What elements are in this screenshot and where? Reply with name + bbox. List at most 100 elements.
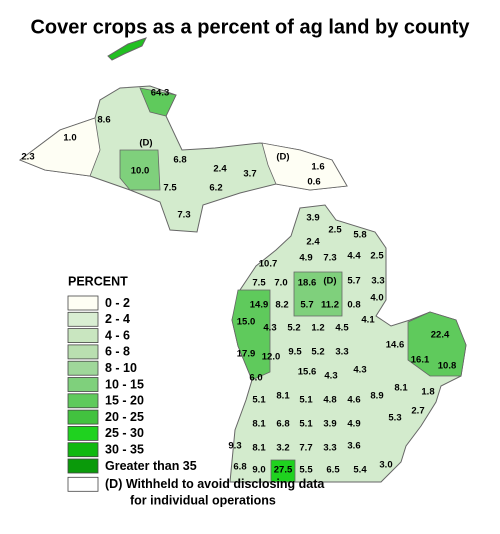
county-label: 2.5 — [328, 225, 342, 236]
county-label: 6.2 — [209, 183, 222, 194]
central-counties — [293, 271, 343, 317]
county-label: (D) — [139, 138, 152, 149]
legend-label: 4 - 6 — [105, 328, 130, 342]
county-label: 3.2 — [276, 443, 289, 454]
county-label: 5.3 — [388, 413, 401, 424]
title: Cover crops as a percent of ag land by c… — [30, 16, 470, 38]
county-label: 8.1 — [252, 419, 266, 430]
legend-swatch — [67, 377, 99, 392]
county-label: 10.7 — [259, 259, 278, 270]
county-label: 7.5 — [163, 183, 177, 194]
county-label: 4.8 — [323, 395, 336, 406]
west-shore-counties — [231, 289, 271, 381]
county-label: 3.3 — [371, 276, 384, 287]
county-label: 14.6 — [386, 340, 405, 351]
county-label: 6.8 — [233, 462, 246, 473]
county-label: 6.5 — [326, 465, 340, 476]
county-label: 10.0 — [131, 166, 150, 177]
county-label: 5.5 — [299, 465, 313, 476]
county-label: 4.3 — [353, 365, 366, 376]
county-label: 18.6 — [298, 278, 317, 289]
legend-swatch — [67, 425, 99, 441]
legend-label: for individual operations — [130, 494, 276, 508]
thumb-counties — [407, 311, 467, 377]
county-label: 4.3 — [324, 371, 337, 382]
legend-swatch — [67, 393, 99, 409]
county-label: 4.5 — [335, 323, 349, 334]
county-label: 2.4 — [213, 164, 227, 175]
legend-swatch — [67, 442, 99, 458]
county-label: 11.2 — [321, 300, 339, 311]
county-label: 0.6 — [307, 177, 320, 188]
legend-label: 25 - 30 — [105, 426, 144, 440]
county-label: 1.0 — [63, 133, 76, 144]
county-label: 5.1 — [299, 395, 313, 406]
legend-swatch — [67, 295, 99, 311]
county-label: 7.0 — [274, 278, 287, 289]
county-label: (D) — [323, 276, 336, 287]
legend-swatch — [67, 476, 99, 492]
legend-title: PERCENT — [68, 274, 128, 288]
county-label: 6.8 — [276, 419, 289, 430]
county-label: 1.6 — [311, 162, 324, 173]
county-label: 2.3 — [21, 152, 34, 163]
county-label: 5.7 — [300, 300, 313, 311]
legend-label: 20 - 25 — [105, 410, 144, 424]
county-label: 5.1 — [252, 395, 266, 406]
county-label: 9.0 — [252, 465, 265, 476]
county-label: 7.3 — [177, 210, 190, 221]
county-label: 3.9 — [306, 213, 319, 224]
county-label: 8.1 — [276, 391, 290, 402]
county-label: 5.4 — [353, 465, 367, 476]
county-label: 5.8 — [353, 230, 366, 241]
county-label: 3.7 — [243, 169, 256, 180]
county-label: 8.2 — [275, 300, 288, 311]
south-county — [270, 459, 296, 483]
county-label: 6.8 — [173, 155, 186, 166]
legend-label: 0 - 2 — [105, 296, 130, 310]
keweenaw-island — [107, 37, 147, 61]
county-label: 3.3 — [323, 443, 336, 454]
county-label: 8.1 — [394, 383, 408, 394]
county-label: 14.9 — [250, 300, 269, 311]
county-label: 4.6 — [347, 395, 360, 406]
legend-swatch — [67, 311, 99, 327]
legend-label: Greater than 35 — [105, 459, 197, 473]
county-label: 3.0 — [379, 460, 392, 471]
legend-swatch — [67, 458, 99, 474]
legend-label: 6 - 8 — [105, 345, 130, 359]
county-label: 17.9 — [237, 349, 256, 360]
county-label: 2.5 — [370, 251, 384, 262]
county-label: 6.0 — [249, 373, 262, 384]
county-label: 1.8 — [421, 387, 434, 398]
county-label: 2.7 — [411, 406, 424, 417]
legend-label: 8 - 10 — [105, 361, 137, 375]
county-label: 7.7 — [299, 443, 312, 454]
upper-peninsula-east — [261, 142, 348, 191]
county-label: 9.5 — [288, 347, 302, 358]
houghton-area — [139, 87, 177, 117]
legend-label: 10 - 15 — [105, 377, 144, 391]
county-label: (D) — [276, 152, 289, 163]
county-label: 7.3 — [323, 253, 336, 264]
county-label: 4.9 — [299, 253, 312, 264]
county-label: 12.0 — [262, 352, 281, 363]
county-label: 16.1 — [411, 355, 430, 366]
legend-swatch — [67, 409, 99, 425]
county-label: 5.2 — [311, 347, 324, 358]
legend-label: 15 - 20 — [105, 394, 144, 408]
county-label: 22.4 — [431, 330, 450, 341]
county-label: 5.2 — [287, 323, 300, 334]
county-label: 5.1 — [299, 419, 313, 430]
legend-swatch — [67, 328, 99, 344]
legend-label: 2 - 4 — [105, 312, 130, 326]
county-label: 4.0 — [370, 293, 383, 304]
county-label: 4.9 — [347, 419, 360, 430]
county-label: 27.5 — [274, 465, 293, 476]
legend: PERCENT 0 - 2 2 - 4 4 - 6 6 - 8 8 - 10 10 - 1… — [67, 274, 325, 508]
upper-peninsula-west — [19, 117, 101, 177]
county-label: 3.6 — [347, 441, 360, 452]
county-label: 4.1 — [361, 315, 375, 326]
marquette-area — [119, 149, 161, 191]
county-label: 9.3 — [228, 441, 241, 452]
